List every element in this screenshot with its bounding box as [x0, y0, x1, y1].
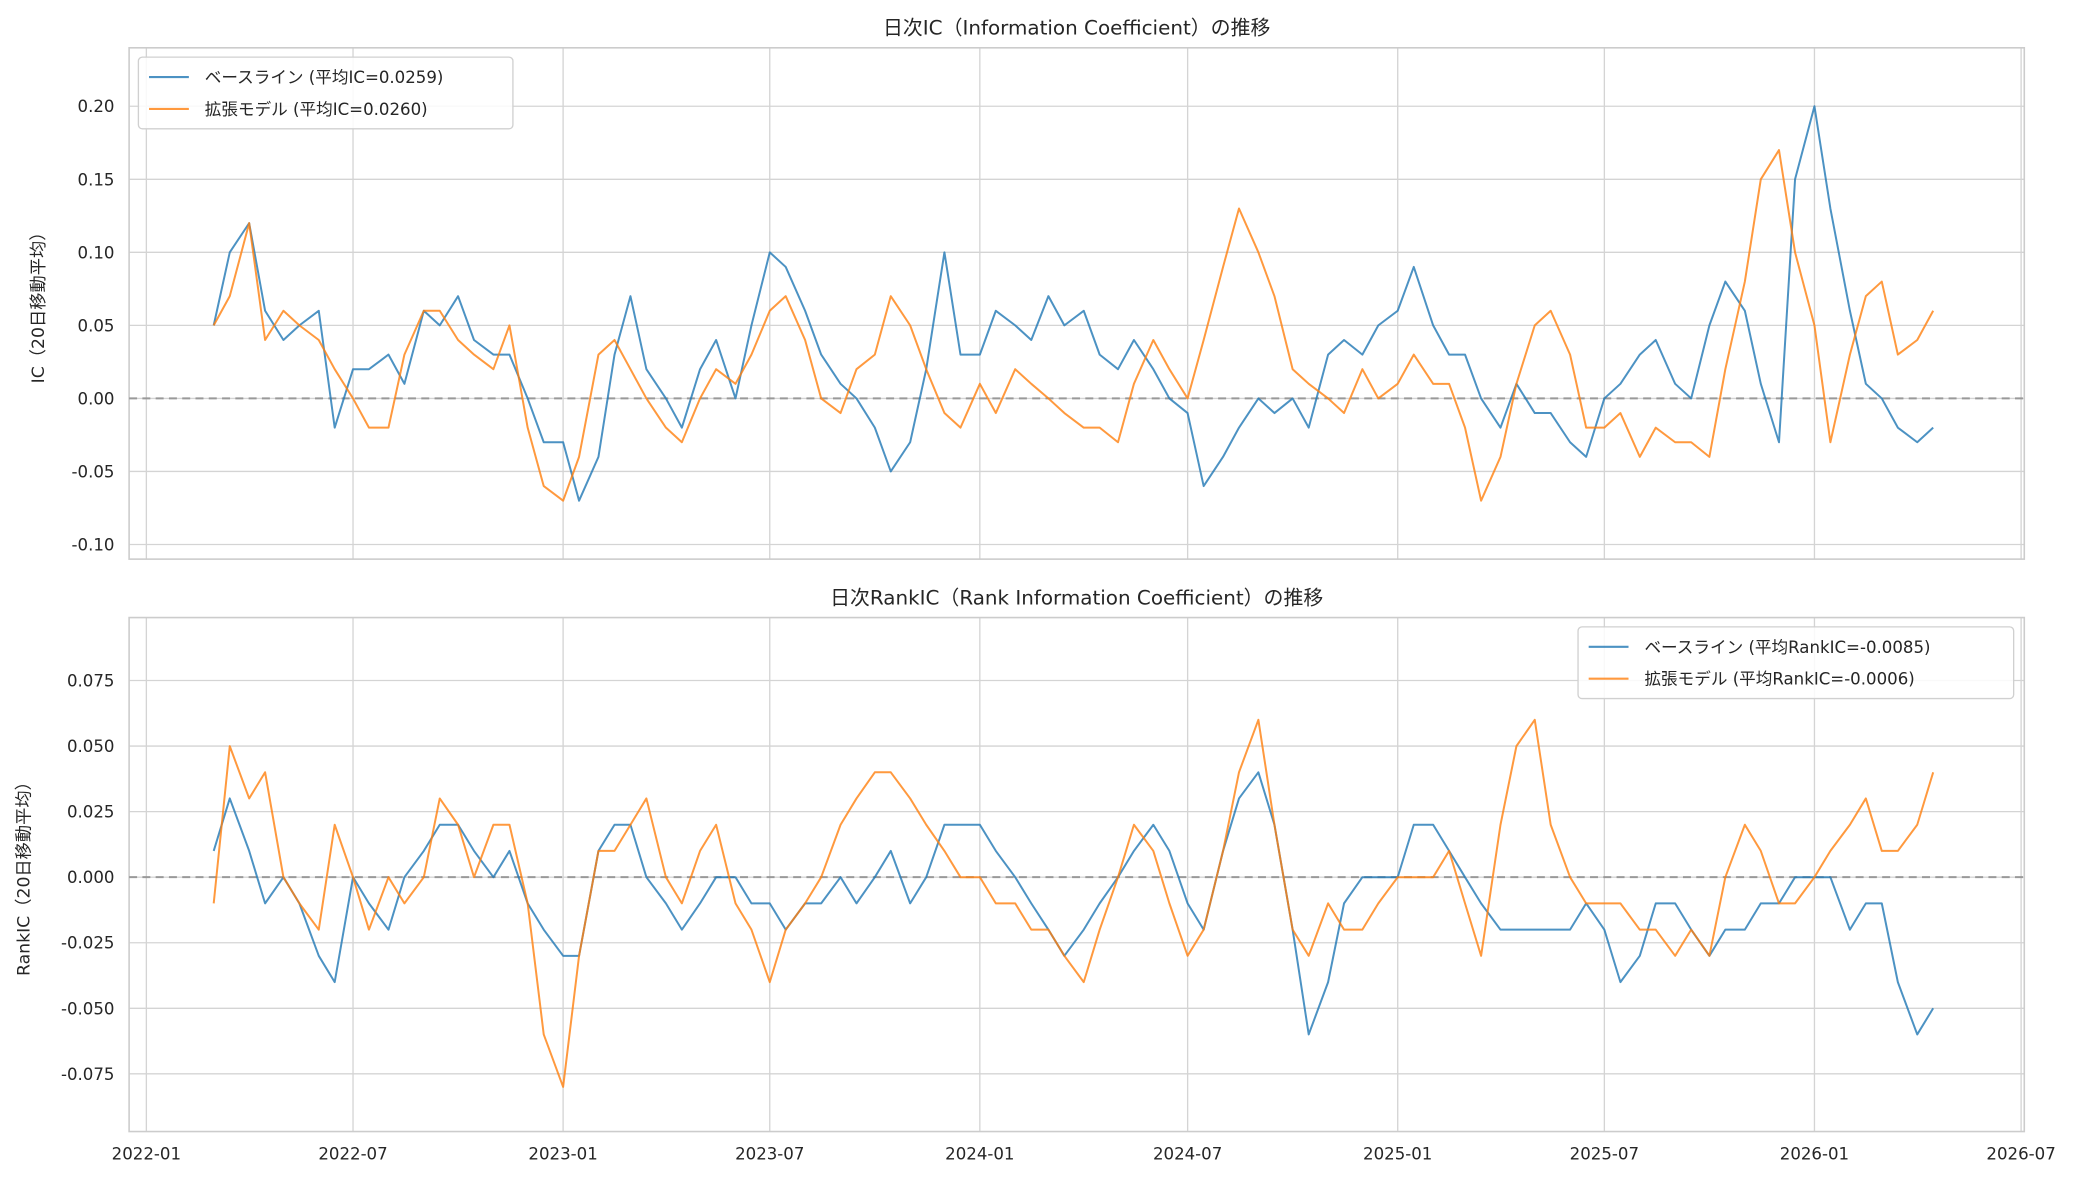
x-tick-label: 2026-07: [1986, 1144, 2055, 1163]
y-tick-label: 0.10: [78, 243, 115, 262]
y-tick-label: 0.025: [67, 803, 115, 822]
y-tick-label: 0.000: [67, 868, 115, 887]
y-tick-label: 0.20: [78, 97, 115, 116]
legend-label: ベースライン (平均RankIC=-0.0085): [1644, 638, 1930, 657]
x-tick-label: 2024-07: [1153, 1144, 1222, 1163]
chart-title: 日次IC（Information Coefficient）の推移: [883, 17, 1270, 40]
legend: ベースライン (平均RankIC=-0.0085) 拡張モデル (平均RankIC…: [1577, 626, 2015, 700]
legend: ベースライン (平均IC=0.0259) 拡張モデル (平均IC=0.0260): [137, 56, 514, 130]
y-tick-label: 0.075: [67, 671, 115, 690]
y-tick-label: 0.00: [78, 389, 115, 408]
extended-model-series-line: [212, 718, 1935, 1088]
x-tick-label: 2026-01: [1780, 1144, 1849, 1163]
plot-frame: [128, 616, 2026, 1133]
y-tick-label: -0.10: [72, 535, 115, 554]
y-axis-label: IC（20日移動平均）: [29, 224, 49, 384]
legend-box: [1577, 626, 2015, 700]
y-tick-label: 0.15: [78, 170, 115, 189]
plot-frame: [128, 47, 2026, 560]
y-tick-label: -0.05: [72, 462, 115, 481]
legend-label: 拡張モデル (平均RankIC=-0.0006): [1644, 669, 1914, 689]
legend-label: ベースライン (平均IC=0.0259): [205, 68, 444, 87]
y-tick-label: -0.075: [61, 1065, 114, 1084]
y-axis-label: RankIC（20日移動平均）: [14, 773, 34, 976]
x-tick-label: 2025-01: [1363, 1144, 1432, 1163]
x-tick-label: 2025-07: [1570, 1144, 1639, 1163]
ic-chart: -0.10 -0.05 0.00 0.05 0.10 0.15 0.20 日次IC（Infor…: [29, 17, 2026, 560]
y-tick-label: 0.050: [67, 737, 115, 756]
y-tick-label: 0.05: [78, 316, 115, 335]
x-tick-label: 2022-07: [318, 1144, 387, 1163]
y-tick-label: -0.025: [61, 934, 114, 953]
baseline-series-line: [212, 105, 1934, 502]
legend-label: 拡張モデル (平均IC=0.0260): [205, 99, 428, 119]
x-tick-label: 2023-07: [735, 1144, 804, 1163]
x-tick-label: 2022-01: [112, 1144, 181, 1163]
y-tick-label: -0.050: [61, 999, 114, 1018]
chart-title: 日次RankIC（Rank Information Coefficient）の推…: [830, 586, 1323, 609]
x-tick-label: 2023-01: [528, 1144, 597, 1163]
legend-box: [137, 56, 514, 130]
rankic-chart: 2022-01 2022-07 2023-01 2023-07 2024-01 2024-…: [14, 586, 2055, 1163]
x-tick-label: 2024-01: [945, 1144, 1014, 1163]
extended-model-series-line: [212, 149, 1935, 502]
